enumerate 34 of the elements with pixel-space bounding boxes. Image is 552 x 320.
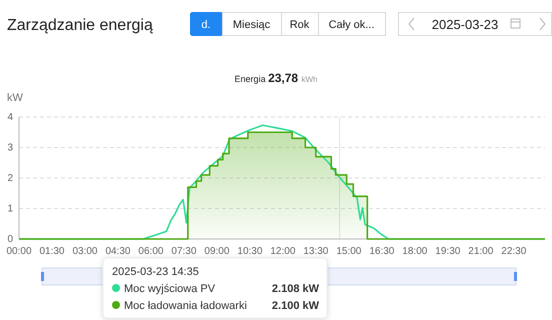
y-axis-title: kW bbox=[7, 92, 24, 104]
x-tick-label: 03:00 bbox=[72, 246, 98, 258]
x-tick-label: 16:30 bbox=[369, 246, 395, 258]
legend-label: Moc wyjściowa PV bbox=[124, 283, 216, 295]
tab-button: Miesiąc bbox=[222, 12, 282, 36]
x-tick-label: 22:30 bbox=[501, 246, 527, 258]
legend-label: Moc ładowania ładowarki bbox=[124, 300, 247, 312]
x-tick-label: 10:30 bbox=[237, 246, 263, 258]
tab-button: Cały ok... bbox=[318, 12, 386, 36]
text: 2.100 kW bbox=[272, 300, 320, 312]
x-tick-label: 12:00 bbox=[270, 246, 296, 258]
x-tick-label: 00:00 bbox=[6, 246, 32, 258]
y-tick-label: 2 bbox=[7, 173, 14, 184]
x-tick-label: 13:30 bbox=[303, 246, 329, 258]
active-button: d. bbox=[190, 12, 223, 36]
text: 2025-03-23 bbox=[432, 17, 498, 32]
tab-button: Rok bbox=[281, 12, 319, 36]
y-tick-label: 0 bbox=[7, 234, 14, 246]
x-tick-label: 01:30 bbox=[39, 246, 65, 258]
y-tick-label: 3 bbox=[7, 142, 14, 154]
x-tick-label: 07:30 bbox=[171, 246, 197, 258]
x-tick-label: 15:00 bbox=[336, 246, 362, 258]
x-tick-label: 04:30 bbox=[105, 246, 131, 258]
y-tick-label: 4 bbox=[7, 112, 14, 124]
text: 2.108 kW bbox=[272, 283, 320, 295]
x-tick-label: 06:00 bbox=[138, 246, 164, 258]
x-tick-label: 09:00 bbox=[204, 246, 230, 258]
y-tick-label: 1 bbox=[7, 204, 14, 215]
x-tick-label: 21:00 bbox=[468, 246, 494, 258]
text: 2025-03-23 14:35 bbox=[112, 266, 199, 278]
chart-title: Zarządzanie energią bbox=[7, 17, 153, 34]
x-tick-label: 18:00 bbox=[402, 246, 428, 258]
x-tick-label: 19:30 bbox=[435, 246, 461, 258]
chart-subtitle: Energia 23,78 kWh bbox=[234, 71, 318, 85]
